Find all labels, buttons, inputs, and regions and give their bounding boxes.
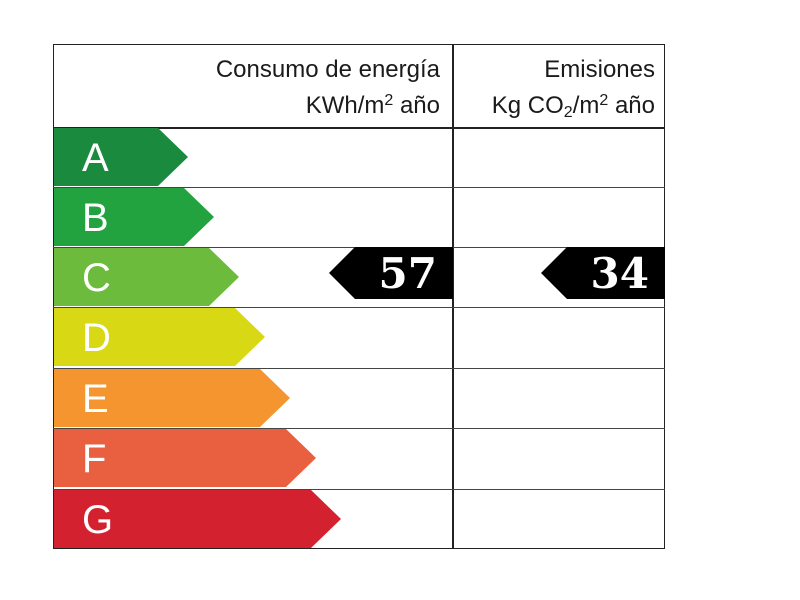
row-divider xyxy=(53,428,665,429)
energy-class-band-c: C xyxy=(54,248,239,306)
energy-class-band-d: D xyxy=(54,308,265,366)
unit-text: KWh/m xyxy=(305,92,385,119)
unit-superscript: 2 xyxy=(599,92,609,109)
band-letter: D xyxy=(82,316,112,360)
energy-class-band-b: B xyxy=(54,188,214,246)
band-arrow-shape xyxy=(54,248,239,306)
emissions-rating-value: 34 xyxy=(590,249,649,298)
band-letter: F xyxy=(82,437,108,481)
unit-text: /m xyxy=(572,92,600,119)
unit-subscript: 2 xyxy=(563,104,573,121)
header-divider xyxy=(53,127,665,129)
energy-class-band-a: A xyxy=(54,128,188,186)
marker-arrow-shape xyxy=(541,247,665,299)
band-arrow-shape xyxy=(54,429,316,487)
band-arrow-shape xyxy=(54,308,265,366)
row-divider xyxy=(53,489,665,490)
marker-arrow-shape xyxy=(329,247,453,299)
band-letter: G xyxy=(82,498,115,542)
band-letter: E xyxy=(82,377,110,421)
emissions-column-header: Emisiones Kg CO2/m2 año xyxy=(456,54,655,128)
energy-header-title: Consumo de energía xyxy=(215,56,440,83)
energy-class-band-e: E xyxy=(54,369,290,427)
band-letter: A xyxy=(82,136,110,180)
energy-class-band-f: F xyxy=(54,429,316,487)
band-arrow-shape xyxy=(54,490,341,548)
band-arrow-shape xyxy=(54,369,290,427)
row-divider xyxy=(53,368,665,369)
row-divider xyxy=(53,187,665,188)
band-letter: C xyxy=(82,256,112,300)
unit-text: año xyxy=(393,92,440,119)
energy-rating-value: 57 xyxy=(378,249,437,298)
emissions-rating-marker: 34 xyxy=(541,247,665,299)
row-divider xyxy=(53,307,665,308)
energy-rating-marker: 57 xyxy=(329,247,453,299)
energy-class-band-g: G xyxy=(54,490,341,548)
energy-header-unit: KWh/m2 año xyxy=(60,85,440,121)
energy-column-header: Consumo de energía KWh/m2 año xyxy=(60,54,440,121)
emissions-header-title: Emisiones xyxy=(544,56,655,83)
band-arrow-shape xyxy=(54,128,188,186)
emissions-header-unit: Kg CO2/m2 año xyxy=(456,85,655,128)
unit-text: Kg CO xyxy=(491,92,564,119)
band-letter: B xyxy=(82,196,110,240)
band-arrow-shape xyxy=(54,188,214,246)
unit-superscript: 2 xyxy=(384,92,394,109)
unit-text: año xyxy=(608,92,655,119)
